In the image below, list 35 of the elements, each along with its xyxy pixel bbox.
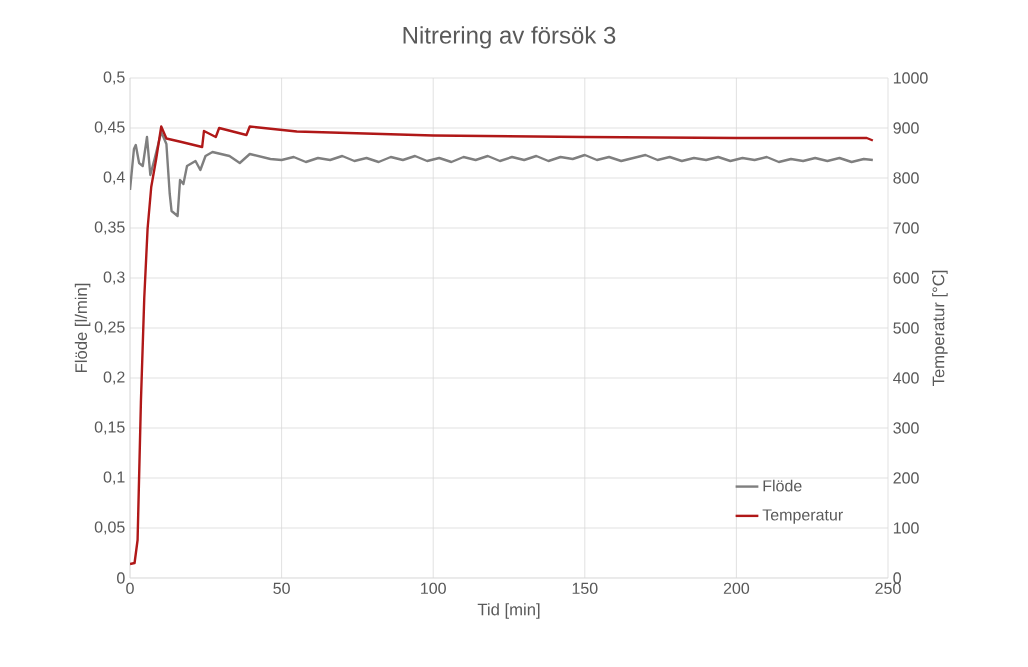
legend-label: Temperatur bbox=[762, 509, 843, 524]
y-tick-label: 0,45 bbox=[94, 121, 125, 135]
y2-tick-label: 900 bbox=[893, 122, 919, 134]
y2-axis-title: Temperatur [°C] bbox=[932, 270, 948, 387]
y-tick-label: 0,35 bbox=[94, 221, 125, 235]
x-tick-label: 150 bbox=[572, 582, 598, 595]
x-tick-label: 200 bbox=[723, 582, 750, 595]
y-tick-label: 0,3 bbox=[103, 271, 125, 285]
y2-tick-label: 400 bbox=[893, 372, 919, 384]
y2-tick-label: 200 bbox=[893, 472, 919, 484]
y-tick-label: 0 bbox=[117, 572, 125, 584]
y2-tick-label: 500 bbox=[893, 322, 919, 334]
y2-tick-label: 300 bbox=[893, 422, 919, 434]
x-axis-title: Tid [min] bbox=[477, 603, 540, 619]
y-axis-title: Flöde [l/min] bbox=[74, 283, 91, 373]
x-tick-label: 0 bbox=[126, 582, 134, 595]
line-series bbox=[130, 125, 875, 566]
y-tick-label: 0,05 bbox=[94, 521, 125, 535]
x-tick-label: 50 bbox=[273, 582, 290, 595]
x-tick-label: 250 bbox=[875, 582, 901, 595]
y2-tick-label: 1000 bbox=[893, 72, 928, 84]
y2-tick-label: 600 bbox=[893, 272, 919, 284]
y2-tick-label: 700 bbox=[893, 222, 919, 234]
chart-title: Nitrering av försök 3 bbox=[403, 26, 616, 49]
y-tick-label: 0,1 bbox=[103, 471, 125, 485]
y-tick-label: 0,4 bbox=[103, 171, 125, 185]
y-tick-label: 0,5 bbox=[103, 71, 125, 85]
y2-tick-label: 800 bbox=[893, 172, 919, 184]
y-tick-label: 0,25 bbox=[94, 321, 125, 335]
y2-tick-label: 0 bbox=[893, 572, 901, 584]
legend-label: Flöde bbox=[763, 479, 802, 492]
y-tick-label: 0,2 bbox=[103, 371, 125, 385]
x-tick-label: 100 bbox=[421, 582, 446, 595]
y2-tick-label: 100 bbox=[893, 522, 919, 534]
y-tick-label: 0,15 bbox=[94, 421, 125, 435]
